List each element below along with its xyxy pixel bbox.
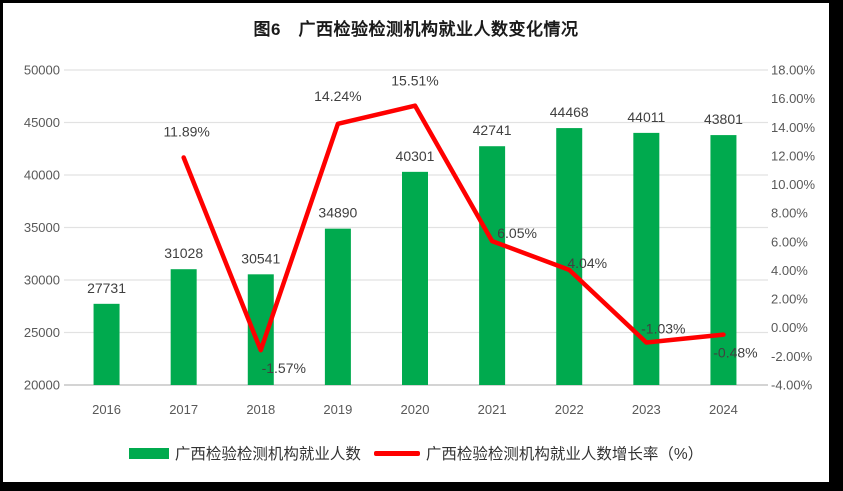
x-tick-2018: 2018 [246,402,275,417]
y-left-tick-40000: 40000 [24,168,60,183]
legend: 广西检验检测机构就业人数 广西检验检测机构就业人数增长率（%） [3,440,829,466]
legend-line-swatch-icon [373,450,420,456]
x-tick-2016: 2016 [92,402,121,417]
y-left-tick-50000: 50000 [24,63,60,78]
bar-2023 [633,132,660,385]
legend-employment-label: 广西检验检测机构就业人数 [174,446,361,463]
y-right-tick-12.00: 12.00% [771,148,816,163]
growth-label-2021: 6.05% [497,225,537,241]
y-left-tick-20000: 20000 [24,378,60,393]
x-tick-2019: 2019 [323,402,352,417]
x-tick-2022: 2022 [555,402,584,417]
x-tick-2020: 2020 [401,402,430,417]
bar-label-2023: 44011 [627,109,665,125]
bar-label-2018: 30541 [241,250,280,266]
bar-label-2022: 44468 [550,104,589,120]
bar-2019 [324,228,351,385]
bar-label-2019: 34890 [318,205,357,221]
bar-label-2020: 40301 [396,148,435,164]
y-right-tick-16.00: 16.00% [771,91,816,106]
bar-label-2024: 43801 [704,111,743,127]
y-right-tick-4.00: 4.00% [771,263,808,278]
x-tick-2021: 2021 [478,402,507,417]
y-left-tick-30000: 30000 [24,273,60,288]
growth-label-2023: -1.03% [641,320,685,336]
bar-label-2016: 27731 [87,280,126,296]
y-left-tick-45000: 45000 [24,115,60,130]
chart-title: 图6 广西检验检测机构就业人数变化情况 [253,20,579,39]
growth-label-2024: -0.48% [713,345,757,361]
y-right-tick-14.00: 14.00% [771,120,816,135]
bar-2017 [170,269,197,385]
bar-2024 [710,135,737,385]
legend-item-growth-rate: 广西检验检测机构就业人数增长率（%） [373,442,704,464]
x-tick-2017: 2017 [169,402,198,417]
bar-2022 [556,128,583,385]
legend-bar-swatch-icon [128,447,169,459]
y-left-tick-25000: 25000 [24,325,60,340]
growth-label-2018: -1.57% [262,360,306,376]
y-right-tick-10.00: 10.00% [771,177,816,192]
x-tick-2024: 2024 [709,402,738,417]
legend-growth-rate-label: 广西检验检测机构就业人数增长率（%） [425,446,704,463]
y-right-tick-2.00: 2.00% [771,292,808,307]
y-right-tick-8.00: 8.00% [771,206,808,221]
y-right-tick-6.00: 6.00% [771,234,808,249]
growth-line [181,103,726,353]
legend-item-employment: 广西检验检测机构就业人数 [128,442,361,464]
growth-label-2019: 14.24% [314,88,361,104]
bar-2020 [402,171,428,385]
y-right-tick--4.00: -4.00% [771,378,813,393]
bar-label-2017: 31028 [164,245,203,261]
x-tick-2023: 2023 [632,402,661,417]
y-right-tick-18.00: 18.00% [771,63,816,78]
y-left-tick-35000: 35000 [24,220,60,235]
growth-label-2017: 11.89% [163,123,209,139]
y-right-tick--2.00: -2.00% [771,349,813,364]
bar-2016 [93,303,120,385]
growth-label-2022: 4.04% [567,255,607,271]
bar-2021 [479,146,506,385]
y-right-tick-0.00: 0.00% [771,320,808,335]
growth-label-2020: 15.51% [391,73,438,89]
bar-label-2021: 42741 [473,122,512,138]
